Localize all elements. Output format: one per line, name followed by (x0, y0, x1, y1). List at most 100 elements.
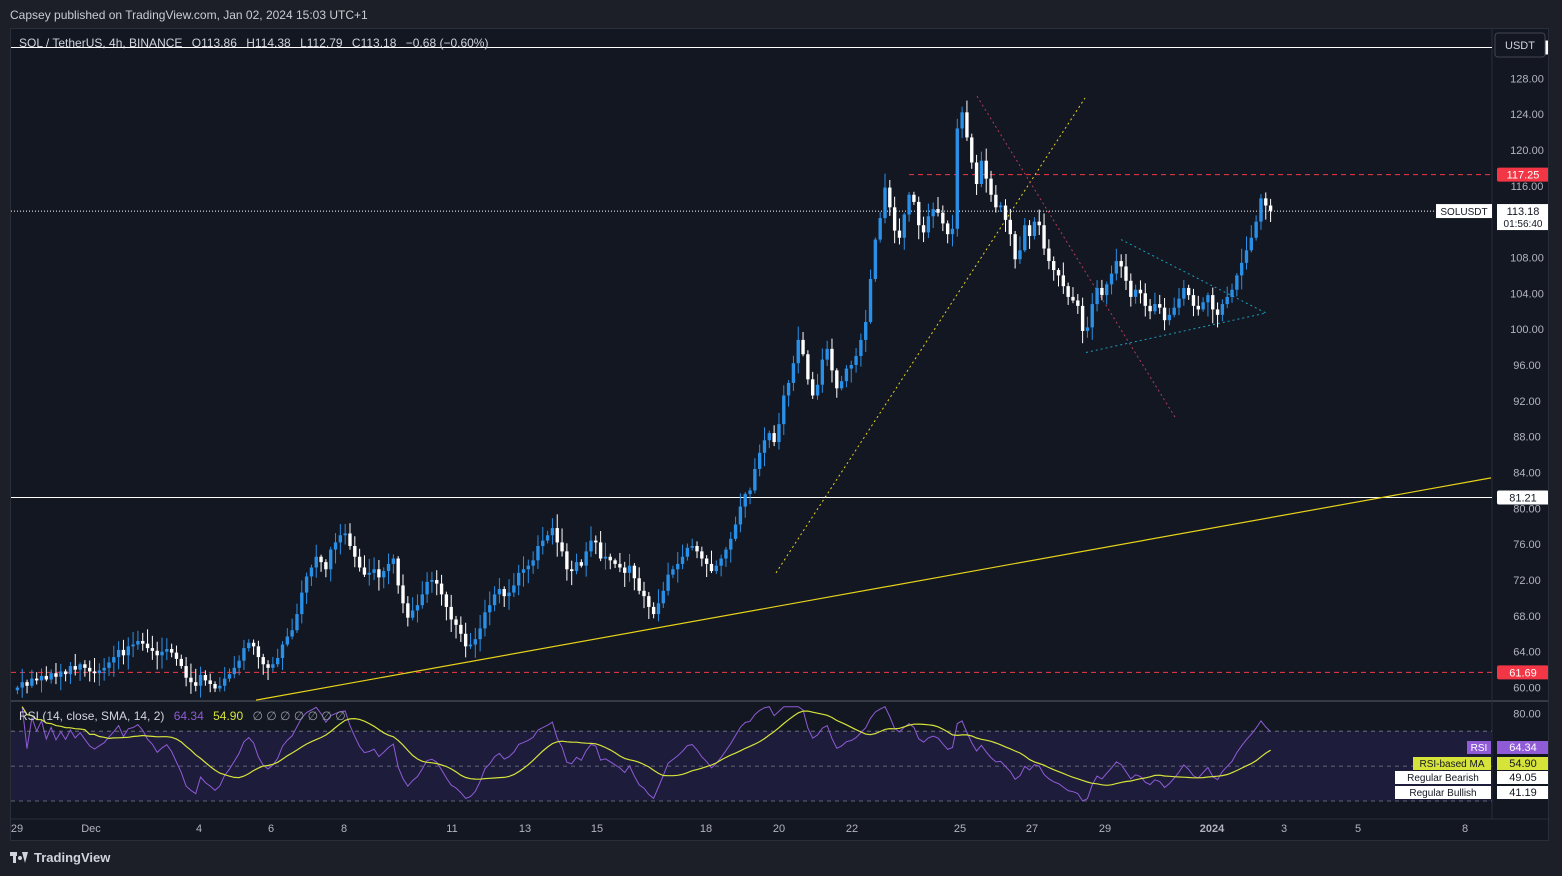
candle-body (473, 639, 477, 645)
candle-body (497, 589, 502, 595)
candle-body (15, 687, 20, 691)
candle (92, 658, 97, 683)
candle-body (401, 585, 405, 604)
candle-body (864, 321, 868, 340)
candle (762, 427, 767, 467)
candle (1196, 295, 1200, 316)
candle (377, 560, 381, 591)
candle-body (526, 565, 531, 570)
candle-body (1018, 250, 1022, 260)
candle (285, 628, 290, 647)
candle-body (666, 574, 670, 591)
candle-body (912, 194, 916, 202)
candle (661, 581, 665, 608)
candle (608, 553, 612, 570)
candle-body (979, 160, 984, 185)
candle (782, 385, 786, 436)
chart-panel[interactable]: 60.00 64.00 68.00 72.00 76.00 80.00 84.00 88.00… (10, 28, 1549, 841)
candle-body (839, 381, 844, 389)
candle (1066, 282, 1070, 305)
candle-body (724, 549, 728, 559)
candle (174, 645, 179, 666)
candle-body (878, 218, 882, 240)
candle-body (1244, 250, 1249, 263)
candle (974, 154, 979, 195)
candle (1047, 239, 1051, 270)
symbol-legend[interactable]: SOL / TetherUS, 4h, BINANCE O113.86 H114… (19, 36, 488, 50)
candle-body (642, 590, 646, 597)
rsi-value-label: 41.19 (1509, 787, 1537, 799)
candle (1206, 292, 1210, 317)
candle-body (165, 649, 169, 652)
candle (733, 516, 738, 542)
candle (714, 560, 718, 574)
candle (439, 574, 444, 606)
candle-body (1119, 261, 1123, 267)
candle-body (97, 670, 102, 674)
candle-body (560, 542, 564, 552)
candle (507, 579, 511, 610)
candle-body (54, 673, 58, 677)
price-level-label: 117.25 (1507, 170, 1540, 182)
y-axis-tick-label: 64.00 (1513, 647, 1541, 659)
candle-body (661, 590, 665, 604)
candle (897, 218, 902, 245)
candle-body (1023, 225, 1027, 251)
y-axis-tick-label: 80.00 (1513, 503, 1541, 515)
candle (565, 543, 569, 581)
candle-body (1013, 234, 1017, 260)
price-chart-svg[interactable]: 60.00 64.00 68.00 72.00 76.00 80.00 84.00 88.00… (11, 29, 1548, 840)
currency-button[interactable] (1494, 32, 1546, 58)
candle (39, 668, 44, 693)
candle-body (550, 528, 555, 536)
candle-body (637, 578, 641, 591)
candle-body (420, 594, 424, 606)
candle (1090, 293, 1094, 340)
candle-body (733, 524, 738, 539)
candle-body (743, 494, 747, 507)
last-price-badge (1497, 204, 1548, 231)
candle (883, 173, 887, 224)
candle-body (1235, 275, 1239, 290)
candle (198, 666, 203, 698)
candle-body (198, 675, 203, 686)
candle (463, 622, 468, 658)
candle (1162, 297, 1167, 331)
candle (1249, 225, 1253, 253)
candle (1158, 294, 1162, 314)
candle (44, 666, 49, 682)
candle-body (20, 682, 24, 688)
candle-body (1114, 261, 1119, 274)
candle-body (632, 565, 637, 579)
candle-body (757, 452, 762, 469)
candle (560, 528, 564, 557)
rsi-layer (11, 706, 1492, 802)
candle-body (960, 112, 964, 129)
rsi-value-badge (1497, 771, 1548, 784)
candle (131, 631, 135, 658)
candle-body (782, 395, 786, 425)
candle-body (676, 563, 680, 570)
candle (488, 591, 492, 626)
candle-body (1027, 225, 1032, 236)
candle-body (1215, 309, 1220, 315)
candle (367, 558, 371, 586)
candle-body (222, 678, 227, 686)
candle-body (888, 187, 892, 208)
candle (676, 551, 680, 583)
candle-body (786, 382, 791, 396)
candle (97, 663, 102, 686)
candle (353, 536, 357, 568)
candle-body (536, 545, 540, 561)
candle (1133, 284, 1138, 304)
trendlines-layer (255, 95, 1492, 701)
rsi-legend[interactable]: RSI (14, close, SMA, 14, 2) 64.34 54.90 … (19, 709, 346, 723)
candle-body (970, 137, 974, 163)
candle (912, 191, 916, 205)
candle-body (815, 384, 820, 396)
candle (623, 561, 627, 587)
candle (338, 523, 343, 555)
candle (184, 657, 188, 687)
candle-body (1032, 221, 1037, 236)
candle (25, 679, 29, 694)
